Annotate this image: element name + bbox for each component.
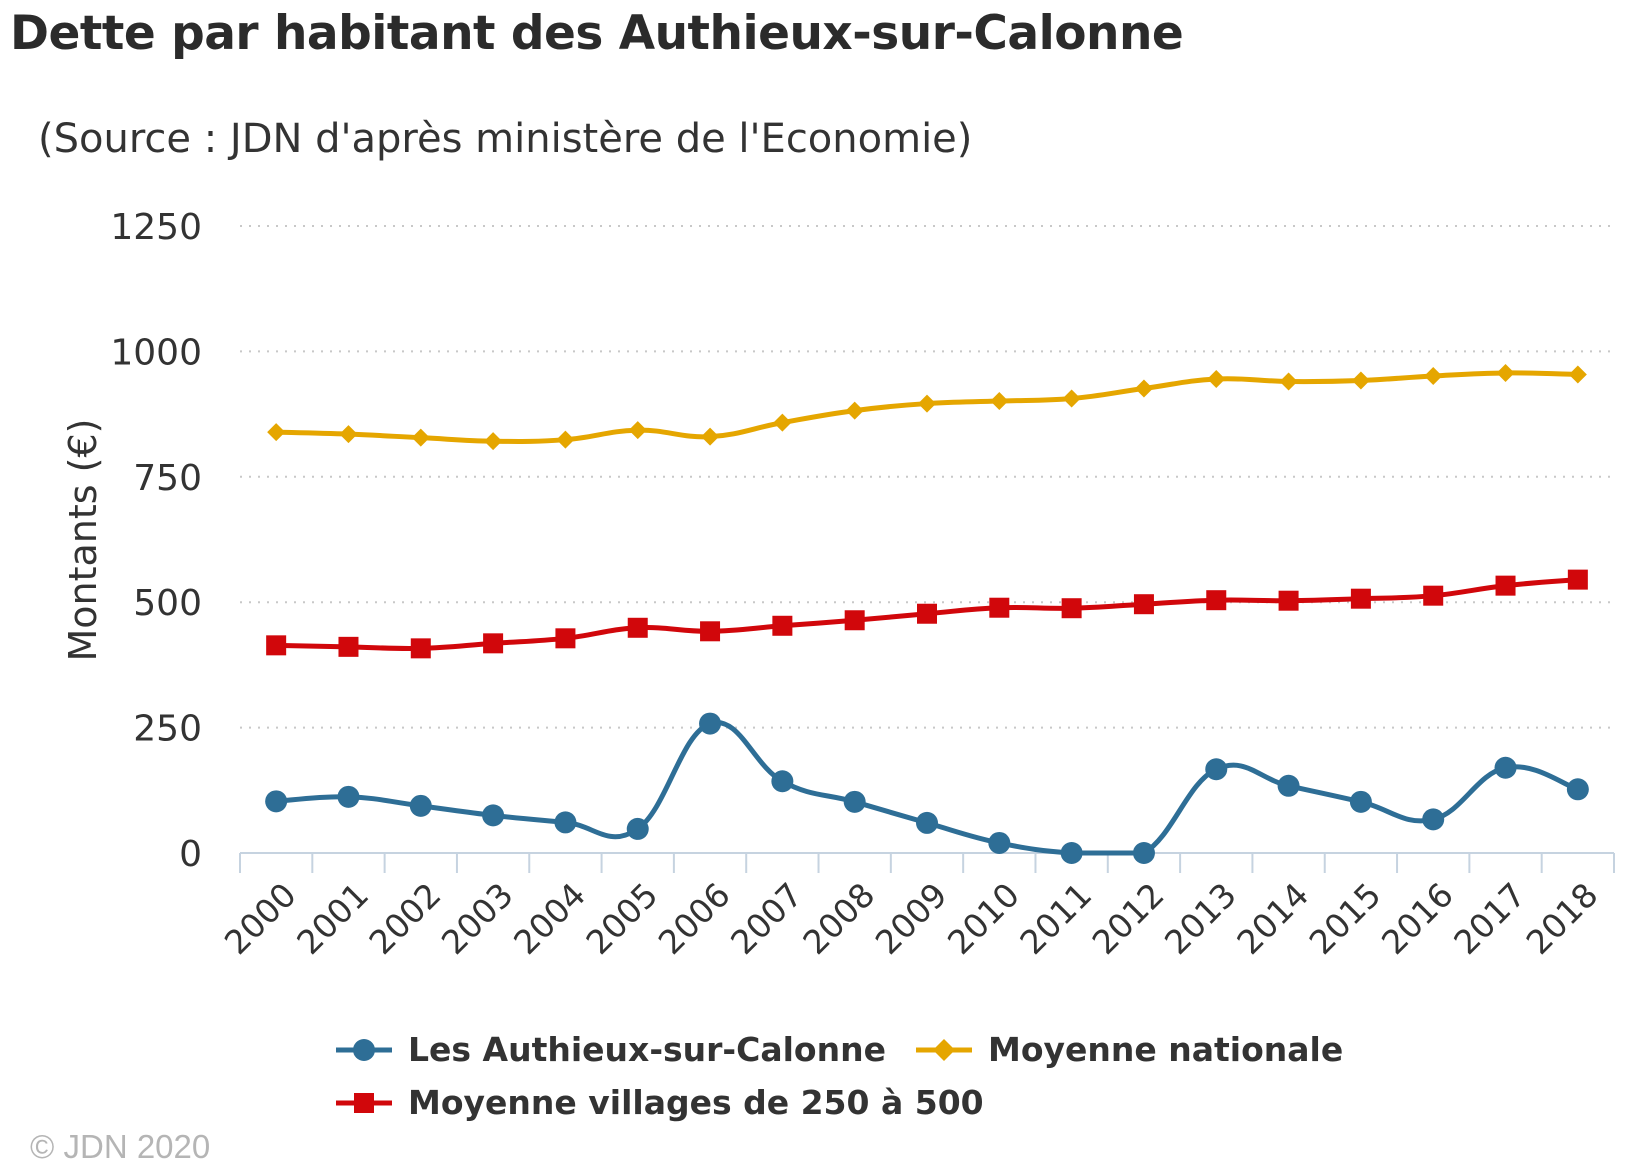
- data-point[interactable]: [1205, 758, 1228, 781]
- data-point[interactable]: [701, 427, 720, 446]
- x-tick-label: 2004: [506, 875, 593, 962]
- data-point[interactable]: [844, 610, 865, 631]
- data-point[interactable]: [411, 428, 430, 447]
- data-point[interactable]: [699, 712, 722, 735]
- data-point[interactable]: [483, 633, 504, 654]
- data-point[interactable]: [339, 425, 358, 444]
- data-point[interactable]: [843, 790, 866, 813]
- data-point[interactable]: [773, 413, 792, 432]
- copyright: © JDN 2020: [30, 1128, 211, 1165]
- data-point[interactable]: [1350, 588, 1371, 609]
- data-point[interactable]: [410, 638, 431, 659]
- series-layer: [265, 363, 1589, 864]
- data-point[interactable]: [1496, 363, 1515, 382]
- x-tick-label: 2005: [578, 875, 665, 962]
- series-circle: [265, 712, 1589, 864]
- grid-lines: [240, 225, 1614, 729]
- data-point[interactable]: [988, 831, 1011, 854]
- data-point[interactable]: [409, 794, 432, 817]
- data-point[interactable]: [1206, 590, 1227, 611]
- x-tick-label: 2000: [217, 875, 304, 962]
- data-point[interactable]: [918, 394, 936, 413]
- data-point[interactable]: [1494, 756, 1517, 779]
- data-point[interactable]: [337, 785, 360, 808]
- y-tick-label: 250: [133, 709, 202, 750]
- y-tick-label: 750: [133, 458, 202, 499]
- data-point[interactable]: [267, 423, 286, 442]
- data-point[interactable]: [1207, 369, 1226, 388]
- data-point[interactable]: [1062, 389, 1081, 408]
- chart-title: Dette par habitant des Authieux-sur-Calo…: [10, 6, 1184, 61]
- data-point[interactable]: [917, 603, 937, 624]
- data-point[interactable]: [916, 811, 938, 834]
- data-point[interactable]: [1061, 598, 1082, 619]
- series-square: [266, 569, 1588, 659]
- data-point[interactable]: [1422, 808, 1445, 831]
- x-tick-label: 2012: [1085, 875, 1172, 962]
- x-tick-label: 2014: [1229, 875, 1316, 962]
- data-point[interactable]: [1349, 790, 1372, 813]
- data-point[interactable]: [1277, 774, 1300, 797]
- data-point[interactable]: [266, 635, 287, 656]
- data-point[interactable]: [1567, 569, 1588, 590]
- data-point[interactable]: [1568, 365, 1587, 384]
- x-tick-label: 2017: [1446, 875, 1533, 962]
- x-tick-label: 2016: [1374, 875, 1461, 962]
- data-point[interactable]: [845, 401, 864, 420]
- data-point[interactable]: [554, 811, 577, 834]
- data-point[interactable]: [628, 421, 647, 440]
- x-axis: [239, 852, 1615, 873]
- chart-subtitle: (Source : JDN d'après ministère de l'Eco…: [38, 116, 973, 162]
- data-point[interactable]: [265, 790, 288, 813]
- series-diamond: [267, 363, 1587, 451]
- data-point[interactable]: [555, 628, 576, 649]
- x-tick-label: 2008: [795, 875, 882, 962]
- x-tick-label: 2007: [723, 875, 810, 962]
- data-point[interactable]: [627, 617, 648, 638]
- x-tick-labels: 2000200120022003200420052006200720082009…: [217, 875, 1606, 962]
- data-point[interactable]: [990, 392, 1009, 411]
- y-tick-label: 1000: [110, 332, 202, 373]
- x-tick-label: 2002: [361, 875, 448, 962]
- data-point[interactable]: [1279, 372, 1298, 391]
- data-point[interactable]: [482, 804, 505, 827]
- data-point[interactable]: [771, 770, 794, 793]
- data-point[interactable]: [989, 597, 1010, 618]
- data-point[interactable]: [1133, 594, 1154, 615]
- data-point[interactable]: [484, 432, 503, 451]
- data-point[interactable]: [772, 615, 793, 636]
- y-tick-label: 1250: [110, 207, 202, 248]
- y-axis-label: Montants (€): [61, 419, 105, 662]
- data-point[interactable]: [1060, 842, 1083, 864]
- x-tick-label: 2009: [868, 875, 955, 962]
- data-point[interactable]: [626, 817, 649, 840]
- data-point[interactable]: [1132, 842, 1155, 864]
- data-point[interactable]: [338, 636, 359, 657]
- data-point[interactable]: [1351, 371, 1370, 390]
- data-point[interactable]: [556, 430, 575, 449]
- data-point[interactable]: [700, 621, 721, 642]
- x-tick-label: 2018: [1519, 875, 1606, 962]
- y-tick-label: 0: [179, 834, 202, 875]
- x-tick-label: 2003: [434, 875, 521, 962]
- x-tick-label: 2011: [1012, 875, 1099, 962]
- x-tick-label: 2006: [651, 875, 738, 962]
- data-point[interactable]: [1134, 379, 1153, 398]
- data-point[interactable]: [1566, 778, 1589, 801]
- data-point[interactable]: [1424, 366, 1443, 385]
- y-tick-label: 500: [133, 583, 202, 624]
- x-tick-label: 2015: [1302, 875, 1389, 962]
- x-tick-label: 2010: [940, 875, 1027, 962]
- y-axis: 0 250 500 750 1000 1250: [110, 207, 202, 875]
- data-point[interactable]: [1495, 575, 1516, 596]
- data-point[interactable]: [1278, 590, 1299, 611]
- data-point[interactable]: [1423, 585, 1444, 606]
- x-tick-label: 2013: [1157, 875, 1244, 962]
- x-tick-label: 2001: [289, 875, 376, 962]
